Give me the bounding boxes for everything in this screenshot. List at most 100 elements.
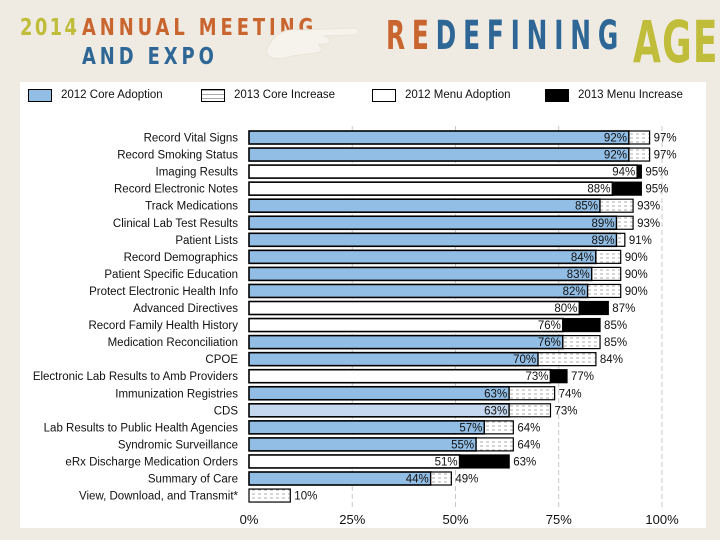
bar-2013-core-increase: [537, 352, 597, 367]
legend-label: 2012 Menu Adoption: [405, 89, 511, 101]
value-label-2012: 76%: [538, 337, 561, 349]
value-label-2012: 83%: [567, 269, 590, 281]
legend-label: 2013 Menu Increase: [578, 89, 683, 101]
value-label-2013: 95%: [645, 184, 668, 196]
value-label-2013: 97%: [654, 133, 677, 145]
value-label-2013: 64%: [517, 422, 540, 434]
bar-2013-core-increase: [508, 386, 556, 401]
header-banner: 2014 ANNUAL MEETING AND EXPO REDEFINING …: [0, 0, 720, 80]
value-label-2013: 90%: [625, 269, 648, 281]
bar-2013-core-increase: [615, 215, 634, 230]
value-label-2012: 94%: [612, 167, 635, 179]
bar-2013-core-increase: [591, 266, 622, 281]
category-label: Record Family Health History: [88, 320, 238, 332]
value-label-2012: 88%: [587, 184, 610, 196]
bar-2013-menu-increase: [611, 181, 642, 196]
value-label-2012: 44%: [406, 474, 429, 486]
x-tick-label: 0%: [240, 512, 259, 527]
value-label-2012: 89%: [592, 218, 615, 230]
value-label-2013: 97%: [654, 150, 677, 162]
value-label-2013: 90%: [625, 252, 648, 264]
header-title-line1: ANNUAL MEETING: [82, 15, 318, 41]
value-label-2012: 55%: [451, 439, 474, 451]
value-label-2012: 51%: [435, 456, 458, 468]
value-label-2012: 92%: [604, 150, 627, 162]
value-label-2013: 91%: [629, 235, 652, 247]
bar-2012-core: [248, 334, 564, 350]
category-label: Record Vital Signs: [144, 133, 239, 145]
category-label: Patient Specific Education: [104, 269, 238, 281]
category-label: Syndromic Surveillance: [118, 439, 238, 451]
bar-2013-core-increase: [430, 471, 452, 486]
bar-2013-core-increase: [615, 232, 626, 247]
bar-2013-menu-increase: [459, 454, 510, 469]
value-label-2013: 95%: [645, 167, 668, 179]
bar-2012-menu: [248, 181, 614, 196]
legend-label: 2012 Core Adoption: [61, 89, 163, 101]
value-label-2012: 73%: [525, 371, 548, 383]
value-label-2013: 74%: [559, 388, 582, 400]
bar-2012-core: [248, 266, 593, 282]
bar-2012-core: [248, 215, 618, 231]
legend-core-2013: 2013 Core Increase: [201, 88, 335, 102]
tagline-re: RE: [386, 13, 436, 59]
value-label-2013: 93%: [637, 218, 660, 230]
value-label-2013: 64%: [517, 439, 540, 451]
pointing-hand-icon: [265, 27, 359, 60]
category-label: Clinical Lab Test Results: [113, 218, 238, 230]
value-label-2012: 76%: [538, 320, 561, 332]
bar-2013-core-increase: [483, 420, 514, 435]
bar-2012-menu: [248, 164, 639, 179]
bar-2012-core: [248, 283, 589, 299]
bar-2012-core: [248, 471, 432, 486]
bar-2012-core: [248, 420, 486, 435]
bar-2013-core-increase: [248, 488, 291, 503]
legend-swatch-core-2012: [28, 88, 52, 102]
category-label: Record Smoking Status: [117, 150, 238, 162]
value-label-2012: 89%: [592, 235, 615, 247]
bar-2012-menu: [248, 368, 552, 384]
legend-menu-2013: 2013 Menu Increase: [545, 88, 683, 102]
tagline-defining: DEFINING: [435, 13, 626, 59]
category-label: Advanced Directives: [133, 303, 238, 315]
value-label-2012: 63%: [484, 388, 507, 400]
bar-2012-core: [248, 249, 597, 265]
category-label: Lab Results to Public Health Agencies: [44, 422, 239, 434]
value-label-2012: 82%: [563, 286, 586, 298]
bar-2013-menu-increase: [549, 369, 568, 384]
header-tagline: REDEFINING: [386, 13, 625, 59]
bar-2013-menu-increase: [578, 300, 609, 316]
value-label-2013: 90%: [625, 286, 648, 298]
bar-2013-core-increase: [475, 437, 514, 452]
value-label-2012: 84%: [571, 252, 594, 264]
bar-2012-menu: [248, 300, 581, 316]
value-label-2013: 85%: [604, 320, 627, 332]
bar-2013-core-increase: [508, 403, 552, 418]
value-label-2012: 80%: [554, 303, 577, 315]
category-label: Record Demographics: [124, 252, 239, 264]
bar-2013-menu-increase: [636, 164, 642, 179]
bar-2012-core: [248, 232, 618, 248]
bar-2012-core: [248, 147, 630, 162]
value-label-2013: 85%: [604, 337, 627, 349]
bar-2013-menu-increase: [562, 317, 601, 333]
legend-core-2012: 2012 Core Adoption: [28, 88, 163, 102]
category-label: Summary of Care: [148, 474, 238, 486]
bar-2013-core-increase: [628, 147, 651, 162]
category-label: Immunization Registries: [115, 388, 238, 400]
legend-swatch-core-2013: [201, 88, 225, 102]
bar-2012-core: [248, 402, 510, 418]
category-label: Imaging Results: [156, 167, 239, 179]
category-label: Medication Reconciliation: [108, 337, 238, 349]
x-tick-label: 50%: [442, 512, 468, 527]
bar-2013-core-increase: [562, 335, 601, 350]
category-label: View, Download, and Transmit*: [79, 491, 238, 503]
legend-label: 2013 Core Increase: [234, 89, 336, 101]
bar-2013-core-increase: [587, 283, 622, 299]
bar-2012-menu: [248, 317, 564, 333]
value-label-2013: 77%: [571, 371, 594, 383]
legend-swatch-menu-2013: [545, 88, 569, 102]
value-label-2013: 84%: [600, 354, 623, 366]
value-label-2012: 63%: [484, 405, 507, 417]
